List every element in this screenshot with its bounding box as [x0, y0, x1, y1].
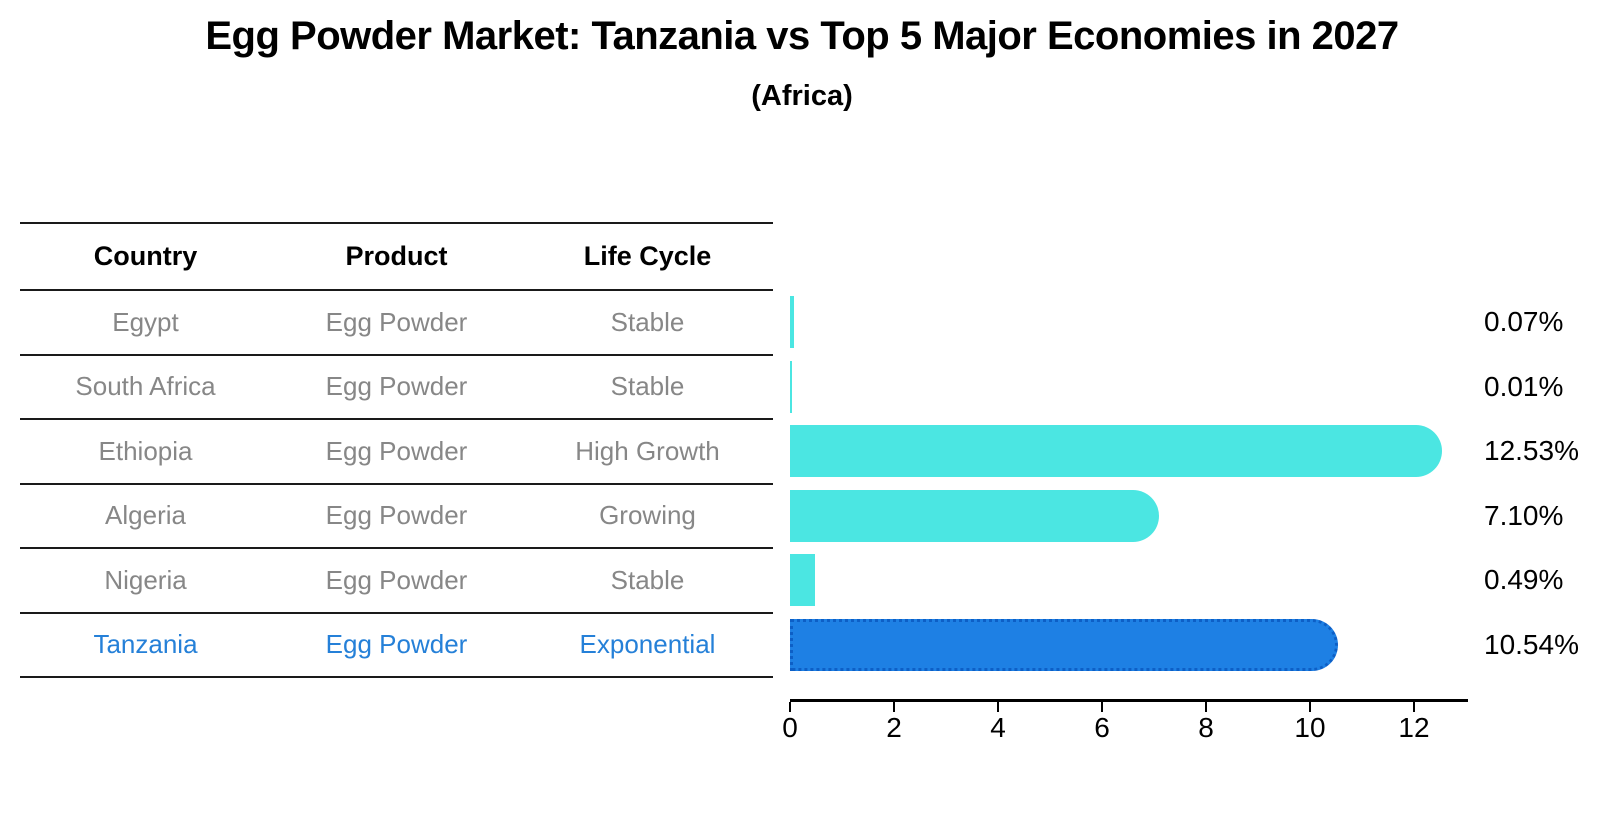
country-table: Country Product Life Cycle Egypt Egg Pow…	[20, 222, 773, 678]
table-cell-product: Egg Powder	[325, 371, 468, 402]
bar-value-label: 7.10%	[1484, 499, 1564, 531]
x-axis-tick-label: 4	[990, 712, 1006, 743]
bar-chart: 0.07% 0.01% 12.53% 7.10% 0.49% 10.54%	[790, 290, 1604, 677]
table-cell-life-cycle: High Growth	[575, 435, 720, 466]
x-axis-tick-label: 8	[1198, 712, 1214, 743]
x-axis-tick-label: 2	[886, 712, 902, 743]
table-row: Egypt Egg Powder Stable	[20, 289, 773, 354]
bar-value-label: 0.01%	[1484, 370, 1564, 402]
x-axis-tick-label: 12	[1398, 712, 1430, 743]
table-row: South Africa Egg Powder Stable	[20, 353, 773, 419]
table-cell-life-cycle: Stable	[610, 371, 685, 402]
table-body: Egypt Egg Powder Stable South Africa Egg…	[20, 289, 773, 676]
table-cell-life-cycle: Growing	[599, 500, 696, 531]
table-cell-country: Tanzania	[93, 629, 198, 660]
bar-value-label: 0.49%	[1484, 564, 1564, 596]
bar-row: 0.49%	[790, 548, 1604, 613]
table-header-row: Country Product Life Cycle	[20, 222, 773, 289]
table-cell-country: Algeria	[105, 500, 186, 531]
page-title: Egg Powder Market: Tanzania vs Top 5 Maj…	[205, 14, 1399, 58]
table-cell-product: Egg Powder	[325, 435, 468, 466]
table-header-cell: Product	[345, 241, 448, 271]
x-axis-tick	[1101, 702, 1103, 712]
bar	[790, 425, 1442, 478]
table-row: Algeria Egg Powder Growing	[20, 482, 773, 548]
bar-row: 10.54%	[790, 613, 1604, 678]
table-header-cell: Country	[93, 241, 198, 271]
bar-value-label: 0.07%	[1484, 306, 1564, 338]
bar-row: 0.01%	[790, 355, 1604, 420]
x-axis-tick	[893, 702, 895, 712]
bar	[790, 489, 1160, 542]
table-row: Tanzania Egg Powder Exponential	[20, 611, 773, 677]
table-cell-life-cycle: Stable	[610, 306, 685, 337]
bar	[790, 554, 816, 607]
x-axis-tick-label: 10	[1294, 712, 1326, 743]
table-row: Nigeria Egg Powder Stable	[20, 547, 773, 612]
table-cell-country: Egypt	[112, 306, 179, 337]
table-cell-product: Egg Powder	[325, 564, 468, 595]
bar	[790, 618, 1339, 671]
bar-row: 0.07%	[790, 290, 1604, 355]
x-axis-tick	[1413, 702, 1415, 712]
x-axis-tick	[997, 702, 999, 712]
bar-row: 7.10%	[790, 484, 1604, 549]
table-cell-country: Ethiopia	[98, 435, 193, 466]
bar	[790, 360, 792, 413]
table-header-cell: Life Cycle	[583, 241, 712, 271]
bar-value-label: 12.53%	[1484, 435, 1579, 467]
table-cell-product: Egg Powder	[325, 306, 468, 337]
x-axis-tick-label: 0	[782, 712, 798, 743]
bar-row: 12.53%	[790, 419, 1604, 484]
table-cell-life-cycle: Stable	[610, 564, 685, 595]
x-axis-line	[790, 699, 1468, 702]
page-subtitle: (Africa)	[751, 80, 853, 112]
table-cell-life-cycle: Exponential	[579, 629, 716, 660]
table-cell-country: Nigeria	[104, 564, 187, 595]
bar	[790, 296, 794, 349]
table-row: Ethiopia Egg Powder High Growth	[20, 418, 773, 483]
table-cell-product: Egg Powder	[325, 629, 468, 660]
table-cell-product: Egg Powder	[325, 500, 468, 531]
x-axis-tick	[789, 702, 791, 712]
x-axis-tick-label: 6	[1094, 712, 1110, 743]
x-axis-tick	[1205, 702, 1207, 712]
table-cell-country: South Africa	[75, 371, 216, 402]
bar-value-label: 10.54%	[1484, 628, 1579, 660]
x-axis-tick	[1309, 702, 1311, 712]
